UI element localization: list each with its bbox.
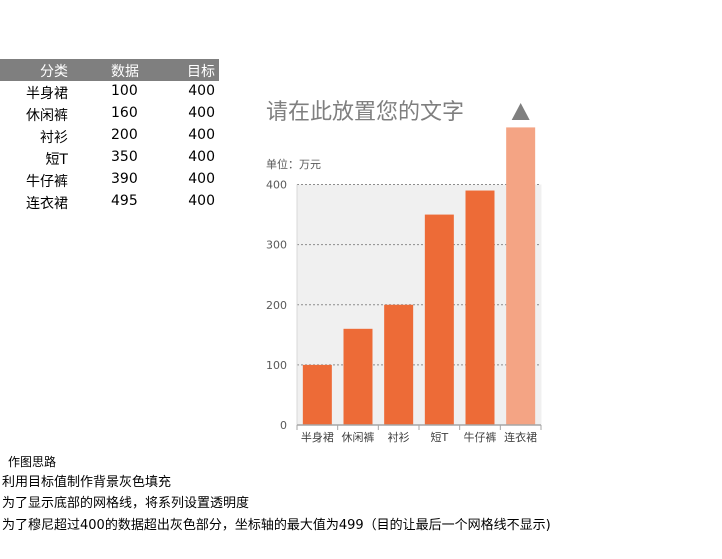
- data-bar: [343, 328, 373, 425]
- data-bar: [424, 214, 454, 425]
- y-tick-label: 200: [266, 299, 287, 312]
- cell-value: 160: [111, 105, 138, 121]
- data-bar: [465, 190, 495, 425]
- notes-heading: 作图思路: [8, 455, 57, 469]
- notes-line-1: 利用目标值制作背景灰色填充: [2, 475, 172, 490]
- x-category-label: 半身裙: [301, 430, 334, 444]
- x-category-label: 连衣裙: [504, 430, 537, 444]
- cell-category: 牛仔裤: [26, 174, 68, 190]
- x-category-label: 牛仔裤: [464, 430, 497, 444]
- table-header: 分类 数据 目标: [0, 59, 219, 81]
- chart-title: 请在此放置您的文字: [266, 100, 465, 125]
- table-row: 牛仔裤 390 400: [0, 169, 219, 191]
- y-tick-label: 0: [280, 419, 287, 432]
- up-triangle-icon: [511, 103, 530, 120]
- cell-target: 400: [188, 105, 215, 121]
- cell-value: 200: [111, 127, 138, 143]
- y-tick-label: 400: [266, 179, 287, 192]
- cell-value: 495: [111, 193, 138, 209]
- table-row: 休闲裤 160 400: [0, 103, 219, 125]
- data-bar: [506, 127, 536, 425]
- x-category-label: 衬衫: [388, 431, 410, 444]
- header-target: 目标: [187, 64, 215, 80]
- cell-category: 衬衫: [40, 130, 68, 146]
- cell-category: 休闲裤: [26, 108, 68, 124]
- cell-value: 390: [111, 171, 138, 187]
- cell-category: 连衣裙: [26, 196, 68, 212]
- table-row: 短T 350 400: [0, 147, 219, 169]
- table-row: 连衣裙 495 400: [0, 191, 219, 213]
- cell-target: 400: [188, 193, 215, 209]
- notes-line-3: 为了穆尼超过400的数据超出灰色部分，坐标轴的最大值为499（目的让最后一个网格…: [2, 518, 551, 533]
- cell-category: 半身裙: [26, 86, 68, 102]
- y-tick-label: 100: [266, 359, 287, 372]
- x-category-label: 短T: [430, 430, 448, 444]
- notes-line-2: 为了显示底部的网格线，将系列设置透明度: [2, 496, 250, 511]
- cell-target: 400: [188, 171, 215, 187]
- y-tick-label: 300: [266, 239, 287, 252]
- cell-category: 短T: [45, 152, 68, 168]
- data-bar: [302, 364, 332, 425]
- x-category-label: 休闲裤: [342, 430, 375, 444]
- table-row: 衬衫 200 400: [0, 125, 219, 147]
- cell-value: 350: [111, 149, 138, 165]
- cell-target: 400: [188, 83, 215, 99]
- header-category: 分类: [40, 64, 68, 80]
- header-value: 数据: [111, 64, 139, 80]
- data-bar: [384, 304, 414, 425]
- cell-target: 400: [188, 127, 215, 143]
- cell-value: 100: [111, 83, 138, 99]
- table-row: 半身裙 100 400: [0, 81, 219, 103]
- unit-label: 单位：万元: [266, 158, 321, 171]
- cell-target: 400: [188, 149, 215, 165]
